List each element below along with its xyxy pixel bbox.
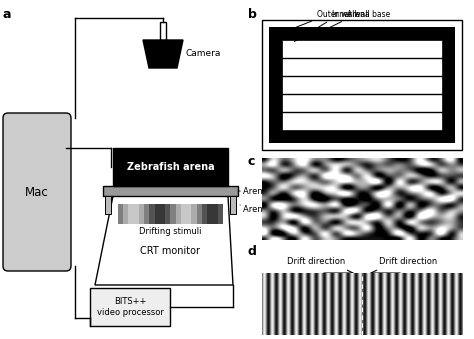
Bar: [139, 204, 144, 224]
Bar: [165, 204, 171, 224]
Bar: [218, 204, 223, 224]
Text: Zebrafish arena: Zebrafish arena: [127, 162, 214, 172]
Bar: [186, 204, 191, 224]
Text: b: b: [248, 8, 257, 21]
Bar: [90, 288, 170, 326]
Bar: [282, 40, 442, 130]
Bar: [191, 204, 197, 224]
Bar: [128, 204, 134, 224]
Text: BITS++
video processor: BITS++ video processor: [97, 297, 164, 317]
Bar: [197, 204, 202, 224]
Bar: [149, 204, 155, 224]
Bar: [160, 22, 166, 40]
Bar: [134, 204, 139, 224]
Bar: [176, 204, 181, 224]
Bar: [269, 27, 455, 143]
Bar: [207, 204, 212, 224]
Bar: [230, 196, 236, 214]
Bar: [118, 204, 123, 224]
Bar: [103, 186, 238, 196]
Bar: [202, 204, 207, 224]
Bar: [155, 204, 160, 224]
FancyBboxPatch shape: [3, 113, 71, 271]
Text: Arena base: Arena base: [304, 10, 390, 40]
Bar: [113, 148, 228, 186]
Text: Arena leg: Arena leg: [240, 204, 283, 214]
Text: Drift direction: Drift direction: [379, 257, 437, 266]
Polygon shape: [143, 40, 183, 68]
Text: d: d: [248, 245, 257, 258]
Bar: [171, 204, 176, 224]
Bar: [105, 196, 111, 214]
Bar: [212, 204, 218, 224]
Bar: [123, 204, 128, 224]
Text: Inner wall: Inner wall: [294, 10, 370, 42]
Bar: [144, 204, 149, 224]
Polygon shape: [95, 196, 233, 285]
Bar: [160, 204, 165, 224]
Text: c: c: [248, 155, 255, 168]
Text: Drifting stimuli: Drifting stimuli: [139, 227, 202, 237]
Text: Outer wall: Outer wall: [287, 10, 356, 31]
Text: Drift direction: Drift direction: [287, 257, 345, 266]
Text: a: a: [3, 8, 11, 21]
Bar: [181, 204, 186, 224]
Text: Mac: Mac: [25, 185, 49, 199]
Text: Camera: Camera: [186, 49, 221, 59]
Bar: [262, 20, 462, 150]
Text: CRT monitor: CRT monitor: [140, 246, 201, 256]
Text: Arena base: Arena base: [238, 186, 291, 196]
